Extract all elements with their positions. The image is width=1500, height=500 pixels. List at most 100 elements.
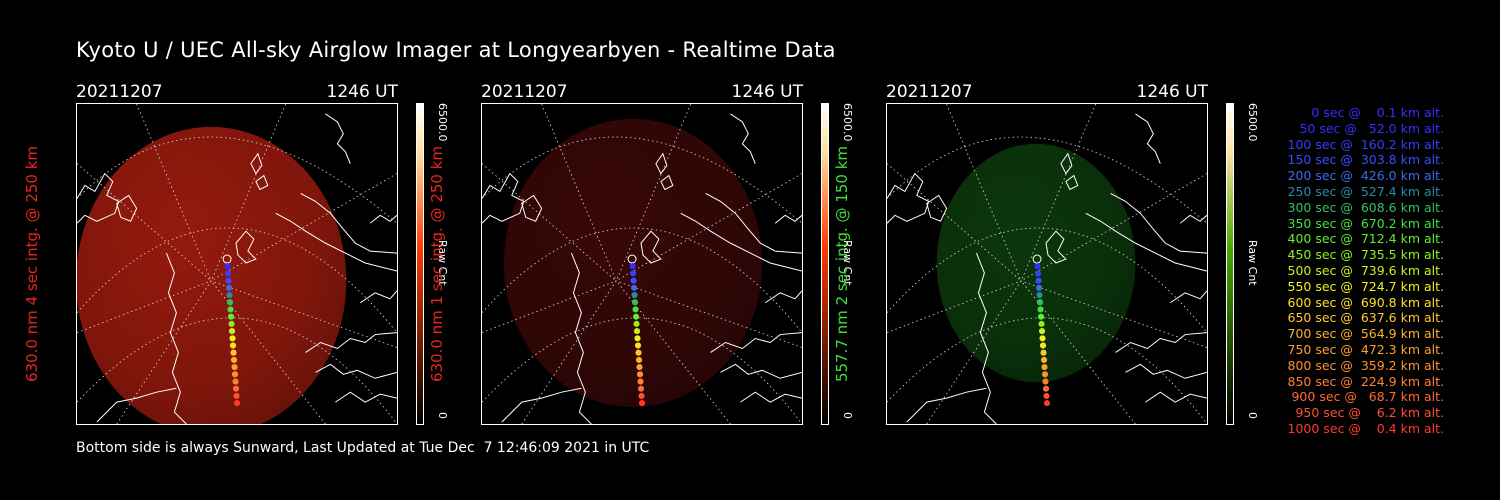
legend-row: 450 sec @ 735.5 km alt. xyxy=(1287,247,1444,263)
coastline xyxy=(680,212,802,272)
footer-note: Bottom side is always Sunward, Last Upda… xyxy=(76,440,650,456)
coastline xyxy=(1060,152,1073,175)
geo-gridline xyxy=(482,163,617,282)
trajectory-marker xyxy=(224,270,232,277)
geo-gridline xyxy=(541,104,617,282)
legend-row: 500 sec @ 739.6 km alt. xyxy=(1287,262,1444,278)
legend-row: 700 sec @ 564.9 km alt. xyxy=(1287,326,1444,342)
coastline xyxy=(1179,214,1207,224)
coastline xyxy=(710,332,802,353)
geo-gridline xyxy=(521,280,617,424)
panel-date: 20211207 xyxy=(76,82,163,102)
geo-gridline xyxy=(887,227,1207,333)
geo-gridline xyxy=(887,317,1207,424)
trajectory-marker xyxy=(633,327,641,335)
coastline xyxy=(720,363,802,379)
panel-date: 20211207 xyxy=(481,82,568,102)
coastline xyxy=(655,152,668,175)
airglow-emission xyxy=(77,126,347,424)
coastline xyxy=(1135,113,1161,164)
trajectory-marker xyxy=(635,349,642,356)
coastline xyxy=(235,230,257,264)
coastline xyxy=(1110,193,1207,254)
trajectory-marker xyxy=(1037,306,1044,313)
trajectory-marker xyxy=(630,284,638,291)
trajectory-marker xyxy=(633,320,640,327)
trajectory-marker xyxy=(1038,320,1045,327)
coastline xyxy=(906,387,987,423)
panel-time: 1246 UT xyxy=(326,82,399,102)
legend-row: 800 sec @ 359.2 km alt. xyxy=(1287,357,1444,373)
trajectory-marker xyxy=(1039,335,1046,342)
geo-gridline xyxy=(1021,280,1207,348)
coastline xyxy=(1115,332,1207,353)
coastline xyxy=(77,172,120,224)
geo-gridline xyxy=(926,280,1022,424)
coastline xyxy=(359,290,397,304)
legend-row: 300 sec @ 608.6 km alt. xyxy=(1287,199,1444,215)
trajectory-marker xyxy=(1043,400,1051,407)
coastline xyxy=(926,194,948,222)
trajectory-marker xyxy=(1035,277,1042,284)
geo-gridline xyxy=(77,163,212,282)
panel-630nm-4sec: 20211207 1246 UT 630.0 nm 4 sec intg. @ … xyxy=(23,80,476,440)
coastline xyxy=(335,391,397,403)
trajectory-marker xyxy=(631,299,639,306)
geo-gridline xyxy=(482,317,802,424)
trajectory-marker xyxy=(226,291,233,299)
colorbar-min-label: 0 xyxy=(1246,412,1259,419)
coastline xyxy=(165,252,187,424)
geo-gridline xyxy=(210,104,287,282)
geo-gridline xyxy=(211,280,397,348)
trajectory-marker xyxy=(233,392,240,400)
trajectory-marker xyxy=(627,254,637,264)
coastline xyxy=(275,212,397,272)
legend-row: 0 sec @ 0.1 km alt. xyxy=(1311,105,1444,120)
trajectory-marker xyxy=(631,291,638,299)
trajectory-marker xyxy=(1040,356,1048,363)
trajectory-marker xyxy=(632,306,639,313)
colorbar xyxy=(416,103,424,425)
trajectory-marker xyxy=(636,371,644,378)
trajectory-marker xyxy=(1034,270,1042,277)
panel-ylabel: 630.0 nm 1 sec intg. @ 250 km xyxy=(428,145,446,383)
trajectory-marker xyxy=(1037,313,1045,320)
panel-time: 1246 UT xyxy=(1136,82,1209,102)
allsky-image xyxy=(886,103,1208,425)
trajectory-marker xyxy=(228,327,236,335)
panel-date: 20211207 xyxy=(886,82,973,102)
trajectory-marker xyxy=(231,371,239,378)
trajectory-marker xyxy=(233,400,241,407)
allsky-map xyxy=(77,104,397,424)
geo-gridline xyxy=(1020,104,1097,282)
geo-gridline xyxy=(887,163,1022,282)
trajectory-marker xyxy=(634,342,642,349)
coastline xyxy=(325,113,351,164)
geo-gridline xyxy=(615,104,692,282)
trajectory-marker xyxy=(228,320,235,327)
trajectory-marker xyxy=(227,306,234,313)
trajectory-marker xyxy=(1039,342,1047,349)
legend-row: 100 sec @ 160.2 km alt. xyxy=(1287,136,1444,152)
trajectory-marker xyxy=(635,356,643,363)
trajectory-marker xyxy=(230,349,237,356)
trajectory-marker xyxy=(1038,327,1046,335)
colorbar xyxy=(1226,103,1234,425)
trajectory-marker xyxy=(225,277,232,284)
coastline xyxy=(705,193,802,254)
coastline xyxy=(1065,174,1079,191)
trajectory-marker xyxy=(1040,349,1047,356)
trajectory-marker xyxy=(224,263,231,270)
coastline xyxy=(315,363,397,379)
trajectory-marker xyxy=(638,400,646,407)
coastline xyxy=(660,174,674,191)
trajectory-marker xyxy=(634,335,641,342)
coastline xyxy=(116,194,138,222)
trajectory-marker xyxy=(1032,254,1042,264)
coastline xyxy=(1125,363,1207,379)
coastline xyxy=(1145,391,1207,403)
trajectory-marker xyxy=(1035,284,1043,291)
geo-gridline xyxy=(887,280,1022,333)
legend-row: 600 sec @ 690.8 km alt. xyxy=(1287,294,1444,310)
geo-gridline xyxy=(77,280,212,333)
